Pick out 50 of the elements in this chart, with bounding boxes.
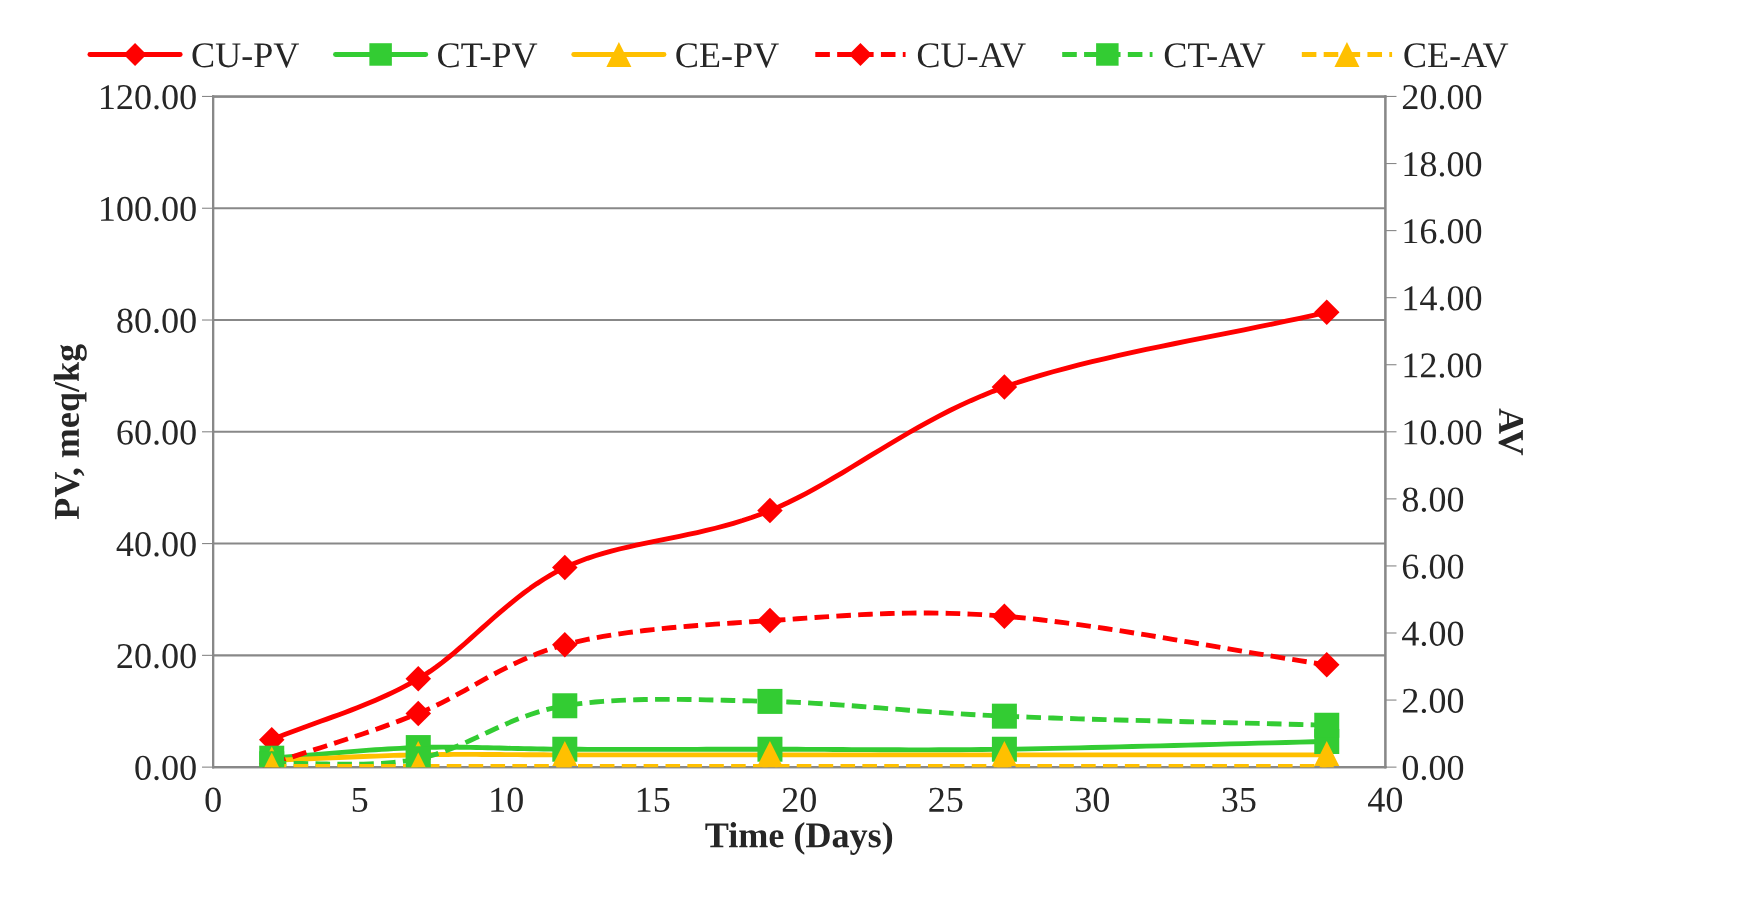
- x-tick-label: 0: [205, 787, 221, 812]
- y-tick-label: 40.00: [116, 532, 196, 557]
- legend-label: CU-AV: [917, 43, 1026, 68]
- point: [552, 693, 578, 719]
- point: [991, 703, 1017, 729]
- x-tick-label: 30: [1075, 787, 1109, 812]
- point: [1314, 712, 1340, 738]
- x-tick-label: 25: [929, 787, 963, 812]
- legend-label: CE-AV: [1404, 43, 1509, 68]
- x-axis-title: Time (Days): [705, 822, 893, 855]
- point: [757, 607, 783, 634]
- legend-label: CT-PV: [438, 43, 538, 68]
- point: [405, 700, 432, 727]
- legend-label: CU-PV: [192, 43, 299, 68]
- y-tick-label: 20.00: [117, 643, 196, 669]
- y2-tick-label: 14.00: [1404, 286, 1482, 311]
- y2-tick-label: 20.00: [1402, 84, 1482, 110]
- point: [757, 688, 783, 714]
- point: [552, 554, 578, 581]
- point: [552, 631, 578, 658]
- y-tick-label: 120.00: [101, 84, 196, 110]
- y-tick-label: 0.00: [135, 755, 196, 781]
- y2-tick-label: 8.00: [1402, 487, 1464, 512]
- legend-label: CE-PV: [676, 43, 779, 68]
- point: [1313, 299, 1340, 325]
- y2-tick-label: 6.00: [1402, 554, 1464, 579]
- y2-tick-label: 2.00: [1402, 688, 1464, 714]
- legend-label: CT-AV: [1164, 43, 1266, 68]
- point: [757, 497, 783, 524]
- x-tick-label: 5: [352, 787, 368, 812]
- x-tick-label: 40: [1368, 787, 1403, 812]
- point: [1313, 652, 1340, 678]
- y-tick-label: 60.00: [117, 420, 196, 445]
- x-tick-label: 15: [637, 787, 670, 812]
- point: [991, 603, 1018, 629]
- point: [405, 666, 432, 692]
- y2-axis-title: AV: [1498, 408, 1524, 456]
- y2-tick-label: 0.00: [1402, 755, 1464, 781]
- y2-tick-label: 10.00: [1404, 420, 1482, 445]
- x-tick-label: 35: [1222, 787, 1256, 812]
- y2-tick-label: 16.00: [1404, 219, 1482, 244]
- y2-tick-label: 12.00: [1404, 353, 1482, 378]
- y-axis-title: PV, meq/kg: [53, 344, 87, 520]
- y-tick-label: 100.00: [101, 196, 196, 222]
- y2-tick-label: 18.00: [1404, 152, 1482, 177]
- y-tick-label: 80.00: [117, 308, 196, 334]
- x-tick-label: 10: [491, 787, 523, 812]
- point: [991, 374, 1018, 400]
- y2-tick-label: 4.00: [1402, 621, 1464, 647]
- x-tick-label: 20: [782, 787, 816, 812]
